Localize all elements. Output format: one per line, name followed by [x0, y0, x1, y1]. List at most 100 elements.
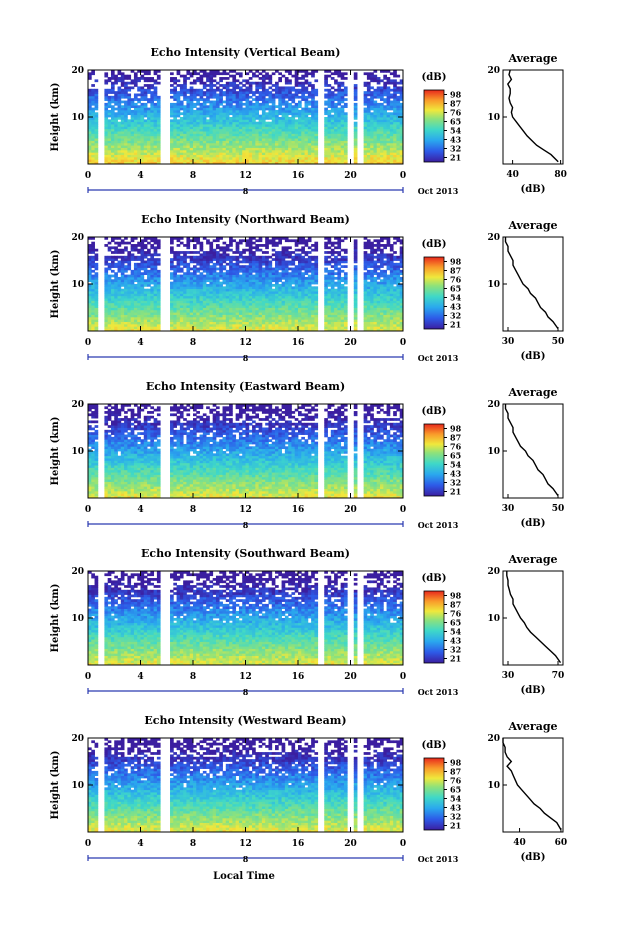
heatmap-cell	[229, 93, 233, 97]
heatmap-cell	[330, 161, 335, 165]
heatmap-cell	[235, 105, 240, 108]
heatmap-cell	[278, 279, 282, 283]
heatmap-cell	[265, 88, 269, 92]
heatmap-cell	[255, 84, 260, 87]
heatmap-cell	[222, 272, 227, 275]
heatmap-cell	[376, 77, 381, 80]
heatmap-cell	[225, 312, 230, 315]
heatmap-cell	[268, 265, 273, 268]
heatmap-cell	[252, 309, 256, 313]
heatmap-cell	[193, 288, 197, 292]
heatmap-cell	[337, 72, 342, 76]
heatmap-cell	[288, 260, 292, 264]
heatmap-cell	[245, 88, 250, 92]
heatmap-cell	[291, 159, 296, 163]
heatmap-cell	[143, 272, 148, 275]
heatmap-cell	[389, 140, 394, 144]
heatmap-cell	[222, 154, 227, 158]
heatmap-cell	[229, 281, 233, 285]
heatmap-cell	[324, 77, 328, 80]
heatmap-cell	[291, 88, 296, 92]
heatmap-cell	[363, 159, 368, 163]
heatmap-cell	[193, 93, 197, 97]
heatmap-cell	[91, 255, 95, 259]
heatmap-cell	[153, 288, 158, 292]
heatmap-cell	[114, 93, 118, 97]
heatmap-cell	[252, 319, 256, 322]
heatmap-cell	[284, 291, 289, 294]
heatmap-cell	[376, 124, 381, 127]
heatmap-cell	[225, 295, 230, 299]
heatmap-cell	[278, 241, 282, 245]
heatmap-cell	[245, 140, 250, 144]
heatmap-cell	[252, 128, 256, 132]
heatmap-cell	[268, 293, 273, 297]
heatmap-cell	[258, 248, 263, 252]
heatmap-cell	[120, 114, 125, 118]
heatmap-cell	[291, 309, 296, 313]
heatmap-cell	[238, 307, 243, 311]
heatmap-cell	[265, 323, 269, 327]
heatmap-cell	[261, 133, 266, 137]
heatmap-cell	[199, 105, 204, 108]
heatmap-cell	[271, 117, 276, 120]
heatmap-cell	[235, 321, 240, 325]
heatmap-cell	[209, 298, 214, 301]
heatmap-cell	[189, 279, 194, 283]
heatmap-cell	[288, 91, 292, 94]
heatmap-cell	[186, 244, 191, 247]
heatmap-cell	[235, 291, 240, 294]
heatmap-cells	[88, 237, 404, 332]
heatmap-cell	[147, 107, 151, 111]
heatmap-cell	[353, 93, 358, 97]
heatmap-cell	[94, 274, 99, 278]
heatmap-cell	[275, 281, 279, 285]
heatmap-cell	[147, 288, 151, 292]
heatmap-cell	[94, 307, 99, 311]
heatmap-cell	[88, 95, 92, 99]
heatmap-cell	[393, 114, 397, 118]
heatmap-cell	[248, 237, 253, 240]
heatmap-cell	[383, 74, 387, 78]
heatmap-cell	[284, 109, 289, 113]
heatmap-cell	[271, 142, 276, 146]
heatmap-cell	[133, 72, 138, 76]
y-tick-label: 10	[71, 113, 84, 123]
heatmap-cell	[107, 88, 112, 92]
heatmap-cell	[396, 98, 401, 101]
heatmap-cell	[130, 239, 135, 243]
heatmap-cell	[311, 84, 315, 87]
heatmap-cell	[120, 124, 125, 127]
heatmap-cell	[107, 328, 112, 332]
heatmap-cell	[396, 81, 401, 85]
heatmap-cell	[110, 126, 115, 130]
heatmap-cell	[248, 284, 253, 287]
heatmap-cell	[117, 72, 122, 76]
heatmap-cell	[193, 72, 197, 76]
heatmap-cell	[183, 152, 187, 155]
heatmap-cell	[117, 300, 122, 304]
heatmap-cell	[189, 293, 194, 297]
heatmap-cell	[140, 86, 145, 90]
heatmap-cell	[107, 156, 112, 160]
heatmap-cell	[307, 135, 312, 139]
heatmap-cell	[219, 284, 223, 287]
heatmap-cell	[327, 84, 332, 87]
heatmap-cell	[202, 154, 207, 158]
heatmap-cell	[88, 93, 92, 97]
heatmap-cell	[278, 288, 282, 292]
heatmap-cell	[137, 161, 141, 165]
heatmap-cell	[127, 128, 132, 132]
heatmap-cell	[179, 237, 184, 240]
heatmap-cell	[110, 307, 115, 311]
heatmap-cell	[248, 321, 253, 325]
heatmap-cell	[147, 274, 151, 278]
heatmap-cell	[153, 253, 158, 257]
heatmap-cell	[245, 79, 250, 83]
heatmap-cell	[288, 142, 292, 146]
heatmap-cell	[202, 288, 207, 292]
heatmap-cell	[133, 102, 138, 106]
heatmap-cell	[261, 251, 266, 254]
heatmap-cell	[94, 262, 99, 266]
heatmap-cell	[120, 316, 125, 320]
